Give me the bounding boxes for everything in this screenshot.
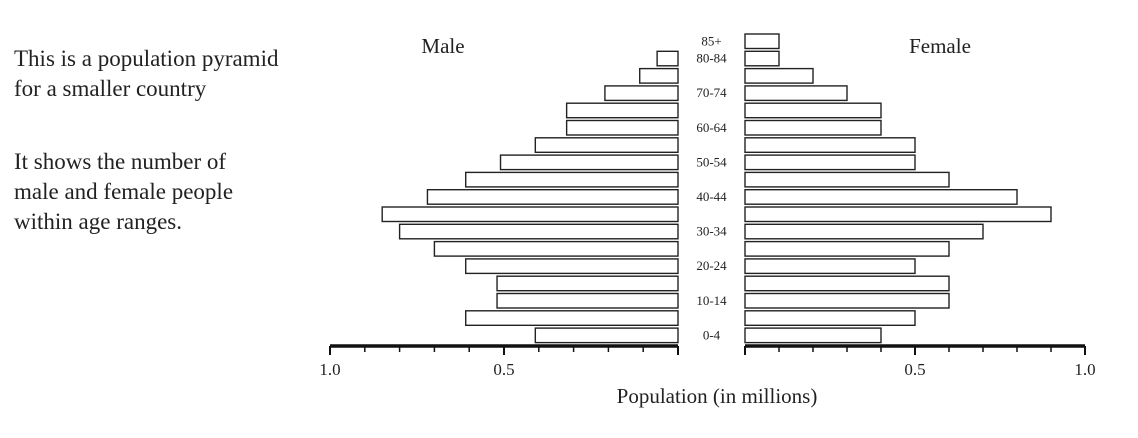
male-bar-60-64 xyxy=(565,119,679,136)
female-side-label: Female xyxy=(909,34,971,58)
age-labels: 0-4 10-14 20-24 30-34 40-44 50-54 60-64 70-74 80… xyxy=(696,33,727,342)
tick-label-female-1-0: 1.0 xyxy=(1074,360,1095,379)
female-bar-75-79 xyxy=(744,67,814,84)
male-bar-80-84 xyxy=(656,50,679,67)
description-line: within age ranges. xyxy=(14,209,182,234)
age-label-50-54: 50-54 xyxy=(696,154,727,169)
female-bar-15-19 xyxy=(744,275,950,292)
male-bar-55-59 xyxy=(534,137,679,154)
male-bar-30-34 xyxy=(398,223,679,240)
x-axes: 1.0 0.5 0.5 1.0 xyxy=(319,344,1096,379)
description-line: This is a population pyramid xyxy=(14,46,279,71)
male-bar-70-74 xyxy=(604,85,679,102)
age-label-20-24: 20-24 xyxy=(696,258,727,273)
female-bar-65-69 xyxy=(744,102,882,119)
description-block-1: This is a population pyramid for a small… xyxy=(14,44,278,104)
age-label-85+: 85+ xyxy=(701,33,721,48)
x-axis-title: Population (in millions) xyxy=(617,384,818,408)
female-bar-20-24 xyxy=(744,258,916,275)
male-bar-45-49 xyxy=(465,171,679,188)
male-bar-65-69 xyxy=(565,102,679,119)
female-bar-5-9 xyxy=(744,310,916,326)
male-bar-25-29 xyxy=(433,240,679,257)
male-bar-35-39 xyxy=(381,206,679,223)
male-bar-20-24 xyxy=(465,258,679,275)
age-label-40-44: 40-44 xyxy=(696,189,727,204)
tick-label-female-0-5: 0.5 xyxy=(904,360,925,379)
tick-label-male-0-5: 0.5 xyxy=(493,360,514,379)
description-line: male and female people xyxy=(14,179,234,204)
female-bar-0-4 xyxy=(744,327,882,344)
age-label-10-14: 10-14 xyxy=(696,293,727,308)
age-label-70-74: 70-74 xyxy=(696,85,727,100)
age-label-0-4: 0-4 xyxy=(703,327,721,342)
female-bar-50-54 xyxy=(744,154,916,171)
female-bar-30-34 xyxy=(744,223,984,240)
tick-label-male-1-0: 1.0 xyxy=(319,360,340,379)
description-line: It shows the number of xyxy=(14,149,227,174)
male-side-label: Male xyxy=(421,34,464,58)
female-bar-80-84 xyxy=(744,50,780,67)
female-bar-85+ xyxy=(744,33,780,50)
male-bar-0-4 xyxy=(534,327,679,344)
female-bar-55-59 xyxy=(744,137,916,154)
male-bar-50-54 xyxy=(499,154,679,171)
age-label-80-84: 80-84 xyxy=(696,51,727,66)
female-bar-35-39 xyxy=(744,206,1052,223)
female-bar-60-64 xyxy=(744,119,882,136)
male-bar-5-9 xyxy=(465,310,679,326)
age-label-60-64: 60-64 xyxy=(696,120,727,135)
description-block-2: It shows the number of male and female p… xyxy=(14,147,233,237)
female-bar-25-29 xyxy=(744,240,950,257)
male-bar-40-44 xyxy=(426,188,679,205)
female-bars xyxy=(744,33,1052,344)
female-bar-45-49 xyxy=(744,171,950,188)
male-bar-10-14 xyxy=(496,292,679,309)
age-label-30-34: 30-34 xyxy=(696,224,727,239)
female-bar-70-74 xyxy=(744,85,848,102)
female-bar-40-44 xyxy=(744,188,1018,205)
female-bar-10-14 xyxy=(744,292,950,309)
male-bars xyxy=(381,50,679,344)
description-line: for a smaller country xyxy=(14,76,207,101)
male-bar-75-79 xyxy=(639,67,679,84)
male-bar-15-19 xyxy=(496,275,679,292)
